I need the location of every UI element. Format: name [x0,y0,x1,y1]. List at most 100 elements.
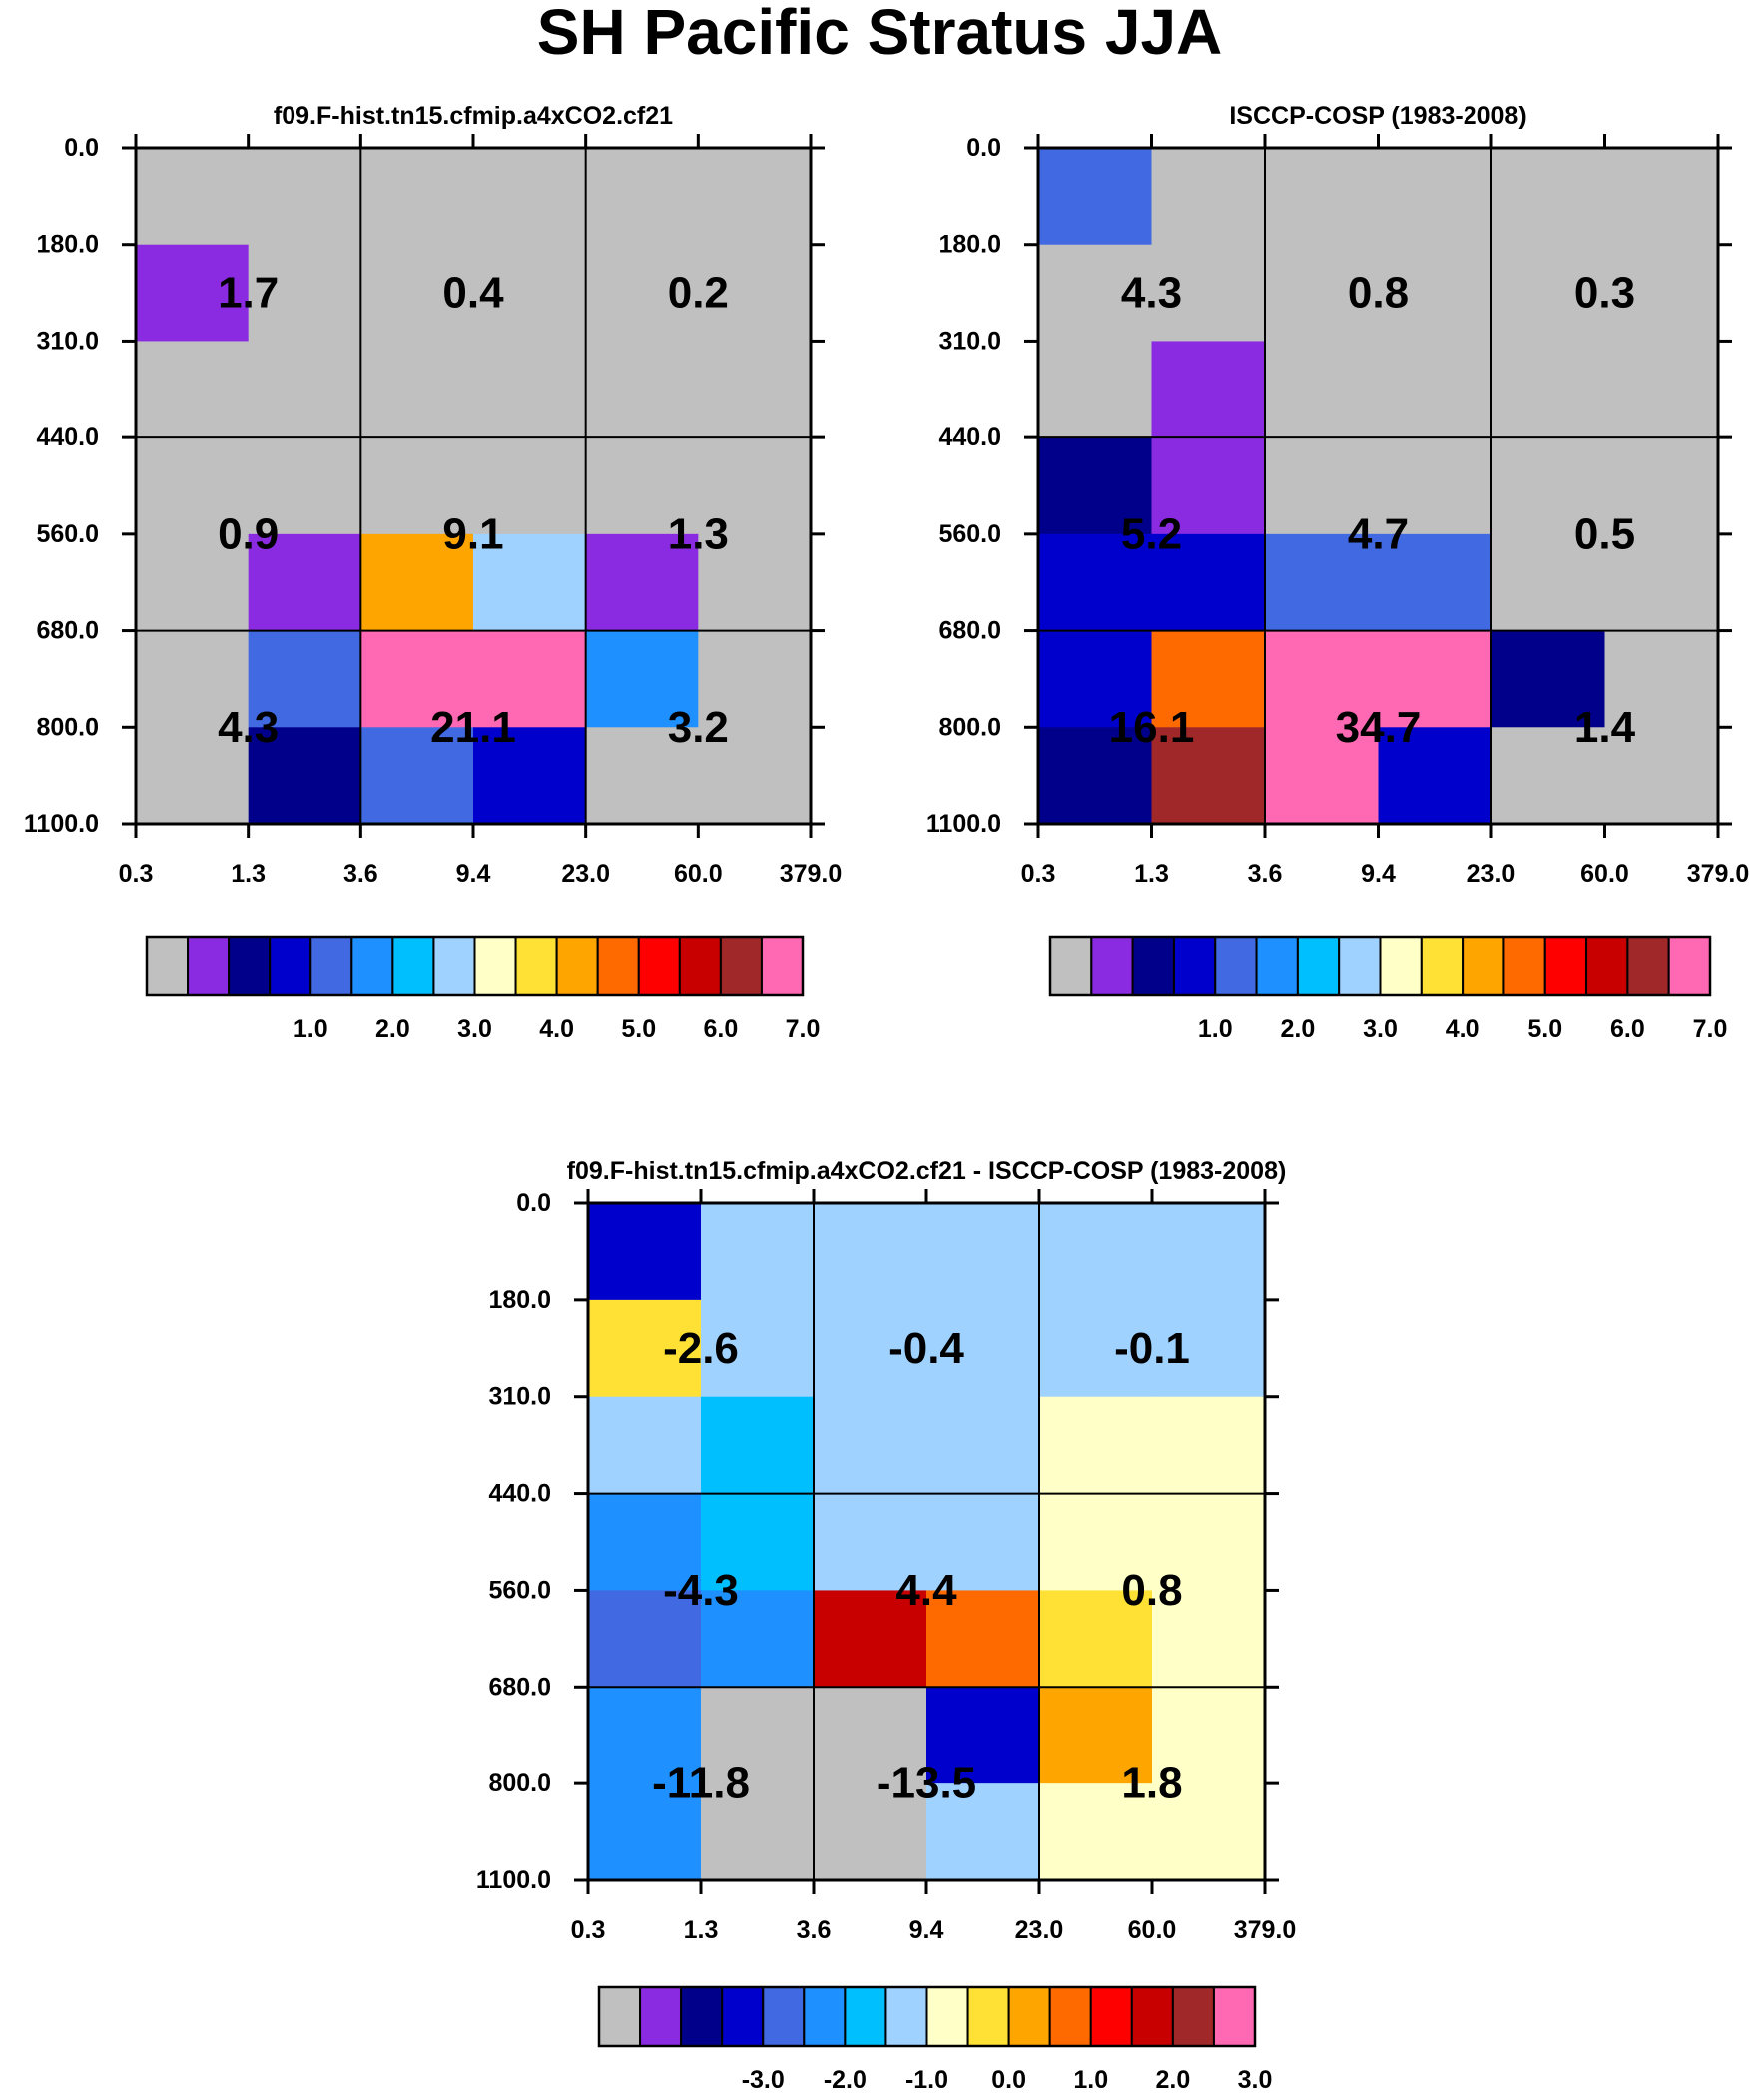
heatmap-cell [360,244,474,343]
heatmap-cell [701,1396,815,1495]
heatmap-cell [1151,244,1266,343]
heatmap-cell [1151,630,1266,728]
heatmap-cell [698,533,812,632]
colorbar-swatch [598,1986,642,2047]
cell-value-label: 1.7 [218,269,279,318]
heatmap-cell [1491,727,1606,825]
y-tick-label: 440.0 [36,423,99,451]
heatmap-cell [588,1299,702,1398]
x-tick-label: 379.0 [1234,1916,1297,1944]
colorbar-swatch [1171,1986,1215,2047]
x-tick-label: 0.3 [1021,860,1056,888]
heatmap-cell [588,1396,702,1495]
heatmap-cell [1378,341,1492,438]
heatmap-cell [701,1493,815,1592]
heatmap-cell [1152,1783,1266,1881]
colorbar-swatch [146,936,190,996]
heatmap-cell [1152,1203,1266,1301]
y-tick-label: 310.0 [938,327,1001,354]
heatmap-cell [1038,148,1153,246]
heatmap-cell [248,437,361,535]
cell-value-label: -13.5 [877,1759,976,1808]
colorbar-label: 3.0 [1238,2066,1273,2094]
heatmap-cell [136,630,250,728]
colorbar-label: 2.0 [1155,2066,1190,2094]
colorbar-label: -3.0 [742,2066,785,2094]
panel-model: f09.F-hist.tn15.cfmip.a4xCO2.cf21 0.3 1.3 3… [24,102,842,1043]
heatmap-cell [588,1493,702,1592]
colorbar-label: 1.0 [1073,2066,1108,2094]
cell-value-label: 0.4 [442,269,504,318]
cell-value-label: -0.4 [888,1324,964,1373]
panel-difference: f09.F-hist.tn15.cfmip.a4xCO2.cf21 - ISCC… [476,1157,1296,2094]
heatmap-cell [585,437,699,535]
heatmap-cell [1378,244,1492,343]
heatmap-cell [814,1783,927,1881]
heatmap-cell [701,1783,815,1881]
heatmap-cell [698,148,812,246]
colorbar-swatch [1048,1986,1092,2047]
heatmap-cell [1039,1687,1153,1784]
heatmap-cell [698,437,812,535]
heatmap-cells [1038,148,1719,825]
y-tick-label: 800.0 [488,1769,551,1797]
grid-lines [588,1203,1265,1880]
colorbar-frame [597,1985,1257,2048]
colorbar-swatch [1462,936,1505,996]
x-tick-label: 0.3 [571,1916,606,1944]
heatmap-cell [248,148,361,246]
colorbar-swatch [1172,936,1217,996]
cell-value-label: 0.8 [1121,1566,1182,1615]
cell-value-label: -0.1 [1114,1324,1190,1373]
x-tick-label: 23.0 [1467,860,1516,888]
heatmap-cell [360,533,474,632]
y-tick-label: 800.0 [938,713,1001,741]
colorbar-swatch [1007,1986,1051,2047]
y-tick-label: 180.0 [36,231,99,259]
heatmap-cell [926,1590,1040,1688]
heatmap-cell [1491,533,1606,632]
colorbar-swatch [678,936,722,996]
heatmap-cell [248,341,361,438]
colorbar-label: 3.0 [1363,1015,1398,1043]
heatmap-cell [926,1203,1040,1301]
colorbar-label: -2.0 [824,2066,867,2094]
y-tick-label: 560.0 [488,1576,551,1604]
y-tick-label: 0.0 [516,1189,551,1217]
heatmap-cell [1491,437,1606,535]
heatmap-cell [473,727,587,825]
cell-value-label: 0.9 [218,509,279,558]
y-tick-label: 560.0 [36,520,99,548]
heatmap-cell [136,727,250,825]
colorbar-label: -1.0 [905,2066,948,2094]
colorbar-swatch [555,936,599,996]
colorbar-label: 1.0 [293,1015,328,1043]
cell-value-label: 1.3 [668,509,729,558]
colorbar-swatch [1667,936,1711,996]
heatmap-cell [1604,437,1719,535]
x-tick-label: 379.0 [780,860,843,888]
heatmap-cell [588,1783,702,1881]
heatmap-cell [1378,437,1492,535]
colorbar-swatch [966,1986,1010,2047]
colorbar-swatch [1130,1986,1174,2047]
y-tick-label: 680.0 [488,1673,551,1701]
colorbar-label: 1.0 [1198,1015,1233,1043]
colorbar-swatch [721,1986,765,2047]
heatmap-cell [588,1203,702,1301]
heatmap-cell [136,533,250,632]
cell-value-label: 1.4 [1574,703,1636,752]
heatmap-cell [1604,630,1719,728]
heatmap-cell [1038,244,1153,343]
cell-value-label: 0.5 [1574,509,1635,558]
x-tick-label: 379.0 [1687,860,1750,888]
heatmap-cell [1265,437,1380,535]
heatmap-cell [1604,533,1719,632]
cell-value-label: -2.6 [663,1324,739,1373]
y-tick-label: 0.0 [64,134,99,162]
heatmap-cell [701,1299,815,1398]
heatmap-cell [360,437,474,535]
y-tick-label: 680.0 [938,617,1001,645]
y-tick-label: 440.0 [938,423,1001,451]
heatmap-cell [1152,1299,1266,1398]
